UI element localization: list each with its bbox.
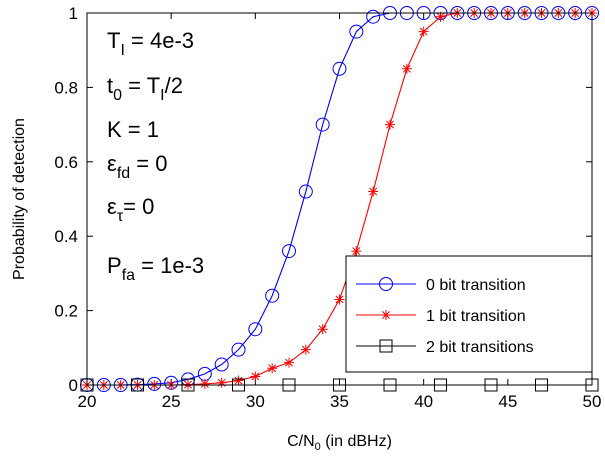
annotation-etau: ετ= 0: [107, 194, 154, 225]
x-tick-label: 40: [414, 392, 433, 411]
star-marker: [284, 357, 294, 368]
circle-marker: [248, 322, 263, 337]
star-marker: [381, 310, 391, 320]
x-tick-label: 30: [246, 392, 265, 411]
legend-label: 0 bit transition: [426, 277, 526, 294]
star-marker: [385, 119, 395, 130]
star-marker: [267, 363, 278, 374]
star-marker: [233, 375, 244, 386]
star-marker: [300, 344, 311, 355]
star-marker: [317, 324, 328, 335]
y-tick-label: 0.6: [54, 153, 78, 172]
circle-marker: [315, 117, 330, 132]
circle-marker: [349, 24, 364, 39]
circle-marker: [379, 277, 393, 291]
x-tick-label: 25: [162, 392, 181, 411]
y-tick-label: 0.4: [54, 227, 78, 246]
x-axis-label: C/N0 (in dBHz): [287, 433, 392, 453]
axes-frame: [86, 12, 593, 386]
circle-marker: [282, 244, 296, 259]
legend-label: 1 bit transition: [426, 308, 526, 325]
x-tick-label: 20: [78, 392, 97, 411]
star-marker: [435, 11, 446, 22]
circle-marker: [147, 376, 162, 391]
circle-marker: [265, 288, 280, 303]
circle-marker: [231, 342, 246, 357]
legend-label: 2 bit transitions: [426, 339, 534, 356]
star-marker: [351, 246, 362, 257]
circle-marker: [332, 61, 347, 76]
circle-marker: [298, 184, 313, 199]
x-tick-label: 50: [583, 392, 602, 411]
star-marker: [368, 186, 379, 197]
legend: 0 bit transition 1 bit transition 2 bit tr…: [345, 255, 593, 373]
annotation-pfa: Pfa = 1e-3: [107, 253, 204, 284]
star-marker: [216, 377, 227, 388]
y-axis-label: Probability of detection: [11, 118, 28, 280]
annotation-k: K = 1: [107, 117, 159, 142]
circle-marker: [366, 9, 381, 24]
x-tick-label: 35: [330, 392, 349, 411]
star-marker: [401, 63, 412, 74]
y-tick-label: 1: [69, 4, 78, 23]
star-marker: [334, 294, 345, 305]
star-marker: [199, 378, 210, 389]
circle-marker: [214, 357, 229, 372]
y-tick-label: 0: [69, 376, 78, 395]
annotation-ti: TI = 4e-3: [107, 28, 194, 59]
annotation-t0: t0 = TI/2: [107, 73, 183, 104]
annotation-efd: εfd = 0: [107, 151, 167, 182]
square-marker: [379, 339, 393, 353]
star-marker: [250, 371, 261, 382]
x-tick-label: 45: [498, 392, 517, 411]
star-marker: [418, 26, 429, 37]
y-tick-label: 0.2: [54, 302, 78, 321]
y-tick-label: 0.8: [54, 78, 78, 97]
